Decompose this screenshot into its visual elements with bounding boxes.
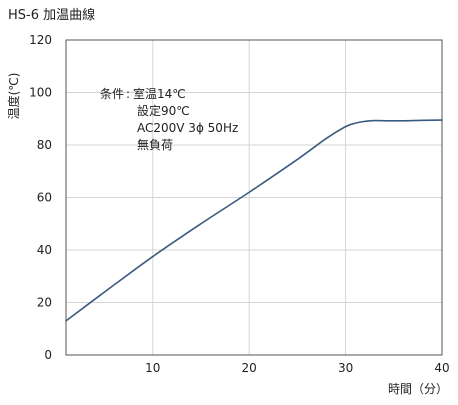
conditions-separator: : (126, 87, 130, 101)
y-axis-label: 温度(℃) (6, 73, 21, 120)
x-axis-label: 時間（分） (388, 382, 448, 396)
conditions-label: 条件 (100, 87, 124, 101)
condition-line-3: AC200V 3ϕ 50Hz (137, 121, 238, 135)
y-tick-label: 60 (37, 191, 52, 205)
plot-border (65, 39, 443, 356)
x-tick-label: 20 (242, 361, 257, 375)
series-layer (65, 119, 443, 322)
y-tick-label: 0 (44, 348, 52, 362)
conditions-annotation: 条件 : 室温14℃ 設定90℃ AC200V 3ϕ 50Hz 無負荷 (100, 86, 238, 152)
plot-frame (65, 39, 443, 356)
condition-line-4: 無負荷 (137, 137, 173, 152)
y-tick-label: 20 (37, 296, 52, 310)
condition-line-1: 室温14℃ (133, 86, 186, 101)
chart-title: HS-6 加温曲線 (8, 7, 95, 23)
y-tick-label: 80 (37, 138, 52, 152)
condition-line-2: 設定90℃ (137, 103, 190, 118)
grid (66, 40, 442, 355)
x-tick-label: 30 (338, 361, 353, 375)
tick-labels: 0 20 40 60 80 100 120 10 20 30 40 (29, 33, 450, 375)
x-tick-label: 10 (145, 361, 160, 375)
series-line-1 (65, 119, 443, 322)
y-tick-label: 40 (37, 243, 52, 257)
y-tick-label: 120 (29, 33, 52, 47)
y-tick-label: 100 (29, 86, 52, 100)
x-tick-label: 40 (434, 361, 449, 375)
